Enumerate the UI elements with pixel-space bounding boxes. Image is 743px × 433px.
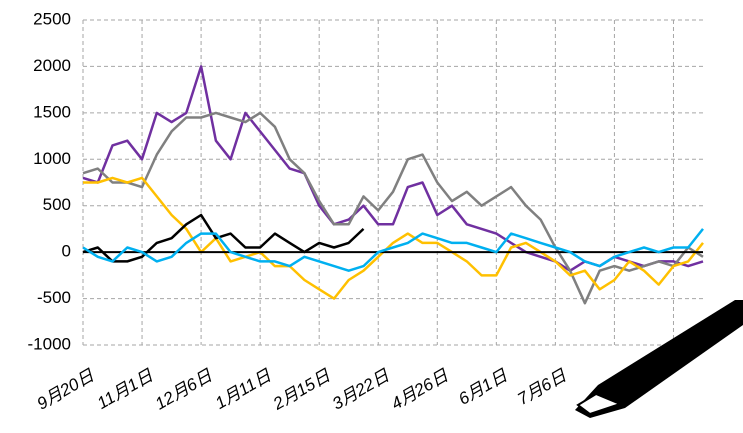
y-tick-label: 500 <box>43 195 71 214</box>
y-tick-label: -500 <box>37 288 71 307</box>
x-tick-label: 6月1日 <box>455 365 511 408</box>
series-line <box>82 65 704 272</box>
y-tick-label: 1500 <box>33 102 71 121</box>
y-tick-label: 2500 <box>33 9 71 28</box>
x-tick-label: 7月6日 <box>514 365 570 408</box>
x-tick-label: 12月6日 <box>152 365 216 413</box>
y-tick-label: 1000 <box>33 149 71 168</box>
series-line <box>82 228 704 272</box>
series-line <box>82 111 704 305</box>
pen-tip <box>576 392 623 416</box>
x-tick-label: 11月1日 <box>94 365 157 413</box>
x-tick-label: 2月15日 <box>269 365 334 414</box>
x-tick-label: 1月11日 <box>212 365 275 413</box>
y-tick-label: -1000 <box>28 334 71 353</box>
y-tick-label: 0 <box>62 242 71 261</box>
y-tick-label: 2000 <box>33 56 71 75</box>
x-tick-label: 9月20日 <box>34 365 98 413</box>
x-tick-label: 3月22日 <box>329 365 393 413</box>
x-tick-label: 4月26日 <box>388 365 452 413</box>
pen-decoration <box>575 300 743 418</box>
series-line <box>82 213 365 263</box>
series-line <box>83 176 704 300</box>
plot: -1000-500050010001500200025009月20日11月1日1… <box>28 9 704 414</box>
